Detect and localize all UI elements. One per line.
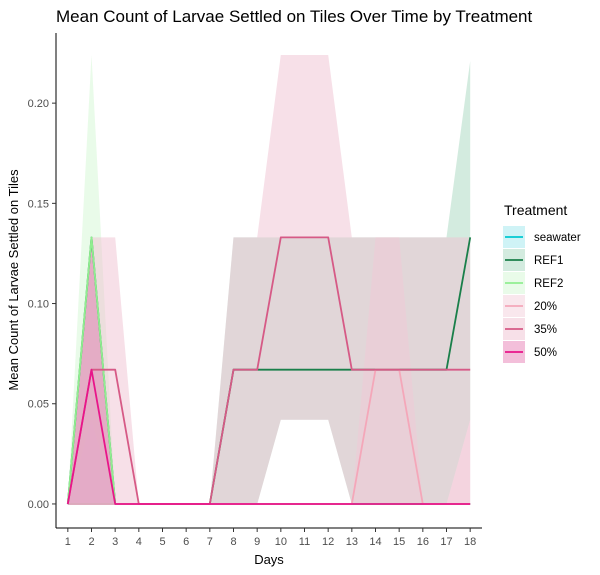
x-tick-label: 2 xyxy=(88,536,94,548)
y-tick-label: 0.10 xyxy=(28,299,49,311)
ribbon-35pct xyxy=(67,55,471,504)
x-tick-label: 11 xyxy=(299,536,310,548)
x-tick-label: 1 xyxy=(65,536,71,548)
x-tick-label: 10 xyxy=(275,536,287,548)
x-ticks: 1 2 3 4 5 6 7 8 9 10 11 12 13 14 15 16 17 18 xyxy=(65,528,476,548)
x-tick-label: 14 xyxy=(369,536,381,548)
ribbon-50pct xyxy=(67,237,471,504)
x-tick-label: 7 xyxy=(207,536,213,548)
x-tick-label: 3 xyxy=(112,536,118,548)
x-tick-label: 5 xyxy=(159,536,165,548)
line-50pct xyxy=(66,368,471,505)
y-tick-label: 0.15 xyxy=(28,198,49,210)
line-35pct xyxy=(66,236,471,505)
x-tick-label: 6 xyxy=(183,536,189,548)
legend-label-20pct: 20% xyxy=(534,301,557,313)
x-tick-label: 18 xyxy=(464,536,476,548)
legend-label-ref2: REF2 xyxy=(534,278,563,290)
legend-title: Treatment xyxy=(504,202,567,218)
x-tick-label: 17 xyxy=(440,536,452,548)
x-tick-label: 12 xyxy=(322,536,334,548)
x-axis-label: Days xyxy=(254,552,284,567)
y-tick-label: 0.00 xyxy=(28,499,49,511)
x-tick-label: 16 xyxy=(417,536,429,548)
y-tick-label: 0.20 xyxy=(28,98,49,110)
ribbons xyxy=(67,55,471,504)
y-axis-label: Mean Count of Larvae Settled on Tiles xyxy=(6,169,21,391)
x-tick-label: 4 xyxy=(136,536,142,548)
x-tick-label: 13 xyxy=(346,536,358,548)
x-tick-label: 9 xyxy=(254,536,260,548)
legend: Treatment seawater REF1 REF2 20% 35% 50% xyxy=(503,202,581,363)
chart-title: Mean Count of Larvae Settled on Tiles Ov… xyxy=(56,7,533,26)
y-tick-label: 0.05 xyxy=(28,399,49,411)
y-ticks: 0.00 0.05 0.10 0.15 0.20 xyxy=(28,98,56,511)
legend-label-ref1: REF1 xyxy=(534,255,563,267)
x-tick-label: 15 xyxy=(393,536,405,548)
legend-label-50pct: 50% xyxy=(534,347,557,359)
series-lines xyxy=(66,236,472,505)
x-tick-label: 8 xyxy=(230,536,236,548)
legend-label-seawater: seawater xyxy=(534,232,581,244)
legend-label-35pct: 35% xyxy=(534,324,557,336)
